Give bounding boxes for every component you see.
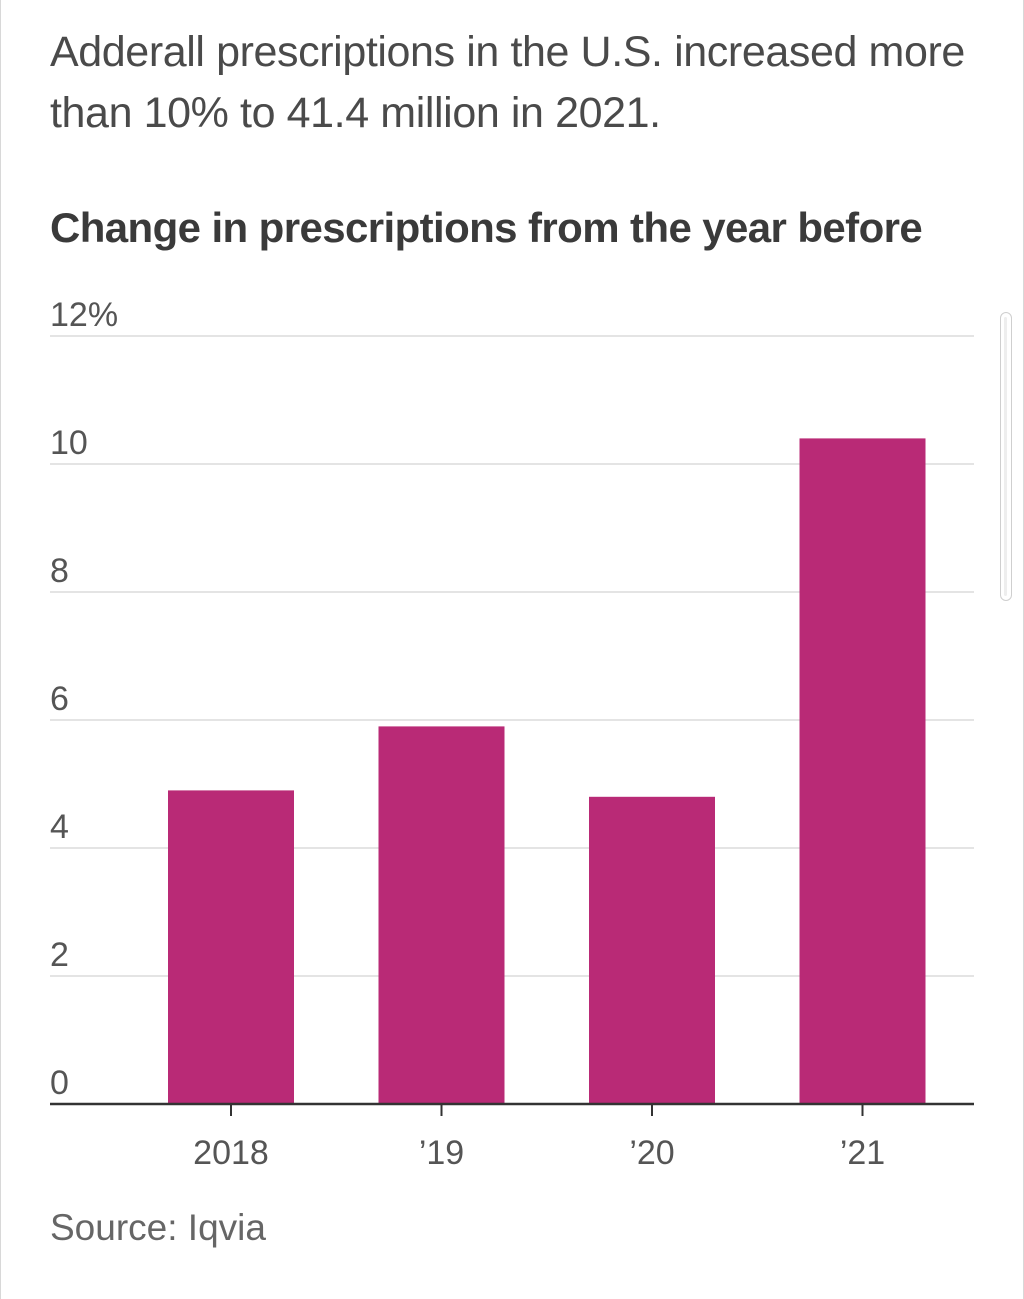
headline: Adderall prescriptions in the U.S. incre… [50,28,965,137]
x-axis [50,1102,974,1116]
y-tick-label: 10 [50,424,88,462]
y-tick-label: 6 [50,680,69,718]
x-tick-label: 2018 [193,1134,269,1172]
source-note: Source: Iqvia [50,1207,266,1248]
bar [799,438,926,1104]
y-tick-label: 4 [50,808,69,846]
bars [168,438,926,1104]
x-axis-tick-labels: 2018 ’19 ’20 ’21 [193,1134,885,1172]
scrollbar[interactable] [1000,312,1012,601]
frame-edge-left [0,0,1,1299]
y-tick-label: 0 [50,1064,69,1102]
bar [589,796,715,1104]
bar [168,790,294,1104]
x-tick-label: ’20 [629,1134,674,1172]
x-tick-label: ’19 [419,1134,464,1172]
bar [378,726,505,1104]
x-tick-label: ’21 [840,1134,885,1172]
y-axis-tick-labels: 0 2 4 6 8 10 12% [50,296,118,1102]
y-tick-label: 2 [50,936,69,974]
y-tick-label: 8 [50,552,69,590]
chart-title: Change in prescriptions from the year be… [50,204,923,251]
scrollbar-thumb[interactable] [1004,317,1007,596]
y-tick-label: 12% [50,296,118,334]
